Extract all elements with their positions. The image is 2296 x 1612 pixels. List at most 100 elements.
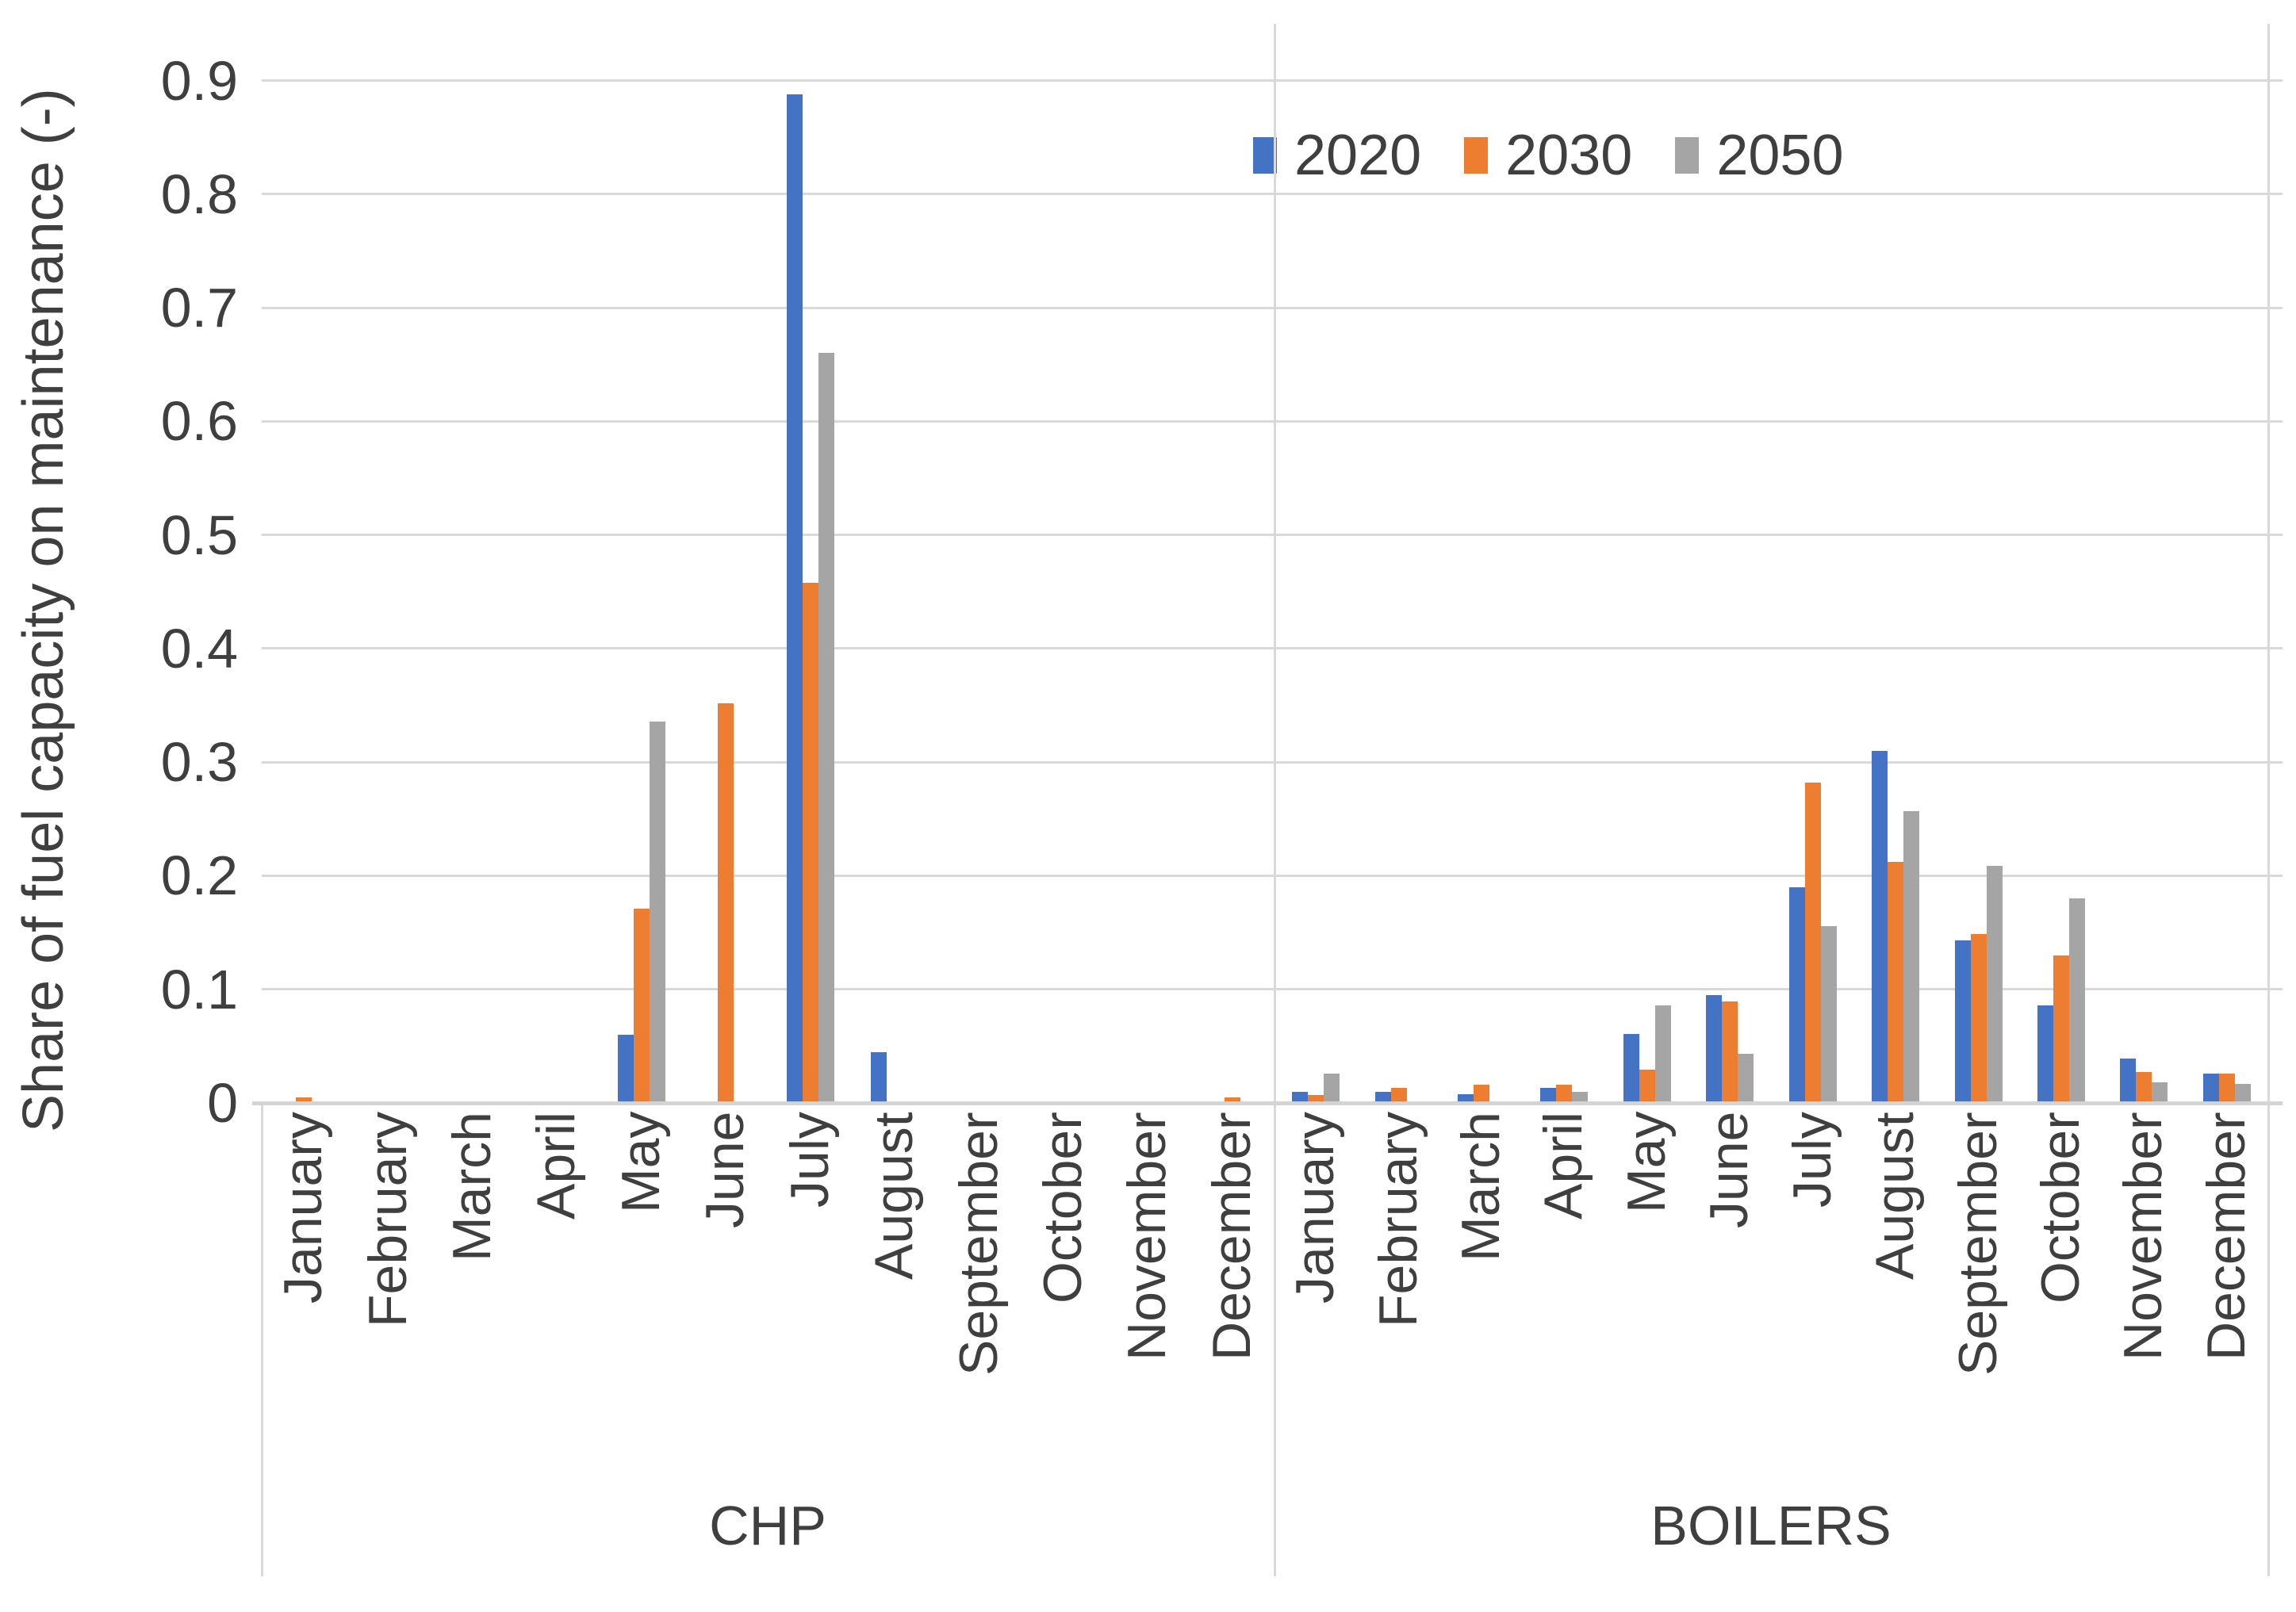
month-label-boilers-july: July <box>1781 1112 1842 1208</box>
bar-boilers-august-2050 <box>1903 810 1920 1103</box>
legend-swatch-2020-icon <box>1253 137 1277 174</box>
bar-boilers-april-2030 <box>1556 1085 1573 1103</box>
gridline-0.7 <box>262 306 2283 309</box>
bar-boilers-september-2030 <box>1970 933 1987 1103</box>
legend-swatch-2050-icon <box>1675 137 1700 174</box>
bar-boilers-august-2030 <box>1888 862 1904 1103</box>
frame-line-left <box>260 1103 263 1576</box>
month-label-boilers-june: June <box>1699 1112 1760 1229</box>
y-tick-label-0.7: 0.7 <box>160 277 238 339</box>
legend-item-2050: 2050 <box>1675 124 1844 187</box>
month-label-chp-october: October <box>1032 1112 1093 1304</box>
bar-boilers-november-2050 <box>2152 1082 2168 1103</box>
month-label-boilers-march: March <box>1451 1112 1512 1262</box>
month-label-boilers-may: May <box>1616 1112 1677 1214</box>
month-label-boilers-december: December <box>2195 1112 2256 1361</box>
bar-boilers-october-2020 <box>2037 1005 2053 1103</box>
bar-chp-july-2050 <box>818 353 834 1103</box>
bar-boilers-may-2050 <box>1654 1005 1671 1103</box>
bar-boilers-october-2050 <box>2068 898 2085 1103</box>
bar-boilers-may-2030 <box>1639 1070 1655 1103</box>
bar-chp-june-2030 <box>718 703 734 1103</box>
gridline-0.4 <box>262 647 2283 650</box>
frame-line-right <box>2267 24 2270 1576</box>
legend-item-2030: 2030 <box>1464 127 1632 184</box>
month-label-chp-november: November <box>1117 1112 1178 1361</box>
y-tick-label-0.2: 0.2 <box>160 844 238 907</box>
bar-boilers-november-2030 <box>2136 1072 2152 1103</box>
bar-boilers-february-2030 <box>1390 1088 1407 1103</box>
y-tick-label-0.1: 0.1 <box>160 958 238 1020</box>
y-tick-label-0.8: 0.8 <box>160 163 238 225</box>
bar-chp-may-2020 <box>617 1035 634 1103</box>
bar-boilers-january-2020 <box>1292 1091 1309 1103</box>
month-label-boilers-january: January <box>1285 1112 1346 1304</box>
bar-boilers-april-2050 <box>1572 1091 1589 1103</box>
legend-label-2020: 2020 <box>1294 124 1422 187</box>
legend-item-2020: 2020 <box>1253 127 1421 184</box>
month-label-chp-february: February <box>357 1112 418 1328</box>
bar-chp-july-2020 <box>786 94 803 1103</box>
month-label-chp-march: March <box>442 1112 503 1262</box>
month-label-chp-september: September <box>948 1112 1009 1376</box>
bar-chp-august-2020 <box>871 1051 887 1103</box>
month-label-boilers-november: November <box>2113 1112 2174 1361</box>
y-tick-label-0.4: 0.4 <box>160 617 238 680</box>
bar-boilers-september-2050 <box>1986 865 2003 1103</box>
legend-swatch-2030-icon <box>1464 137 1489 174</box>
gridline-0.1 <box>262 988 2283 991</box>
bar-boilers-october-2030 <box>2053 955 2069 1103</box>
gridline-0.6 <box>262 419 2283 423</box>
bar-boilers-december-2050 <box>2234 1083 2251 1103</box>
month-label-boilers-october: October <box>2030 1112 2091 1304</box>
bar-boilers-march-2020 <box>1458 1093 1474 1103</box>
group-label-boilers: BOILERS <box>1650 1495 1892 1556</box>
month-label-boilers-september: September <box>1947 1112 2008 1376</box>
gridline-0.5 <box>262 534 2283 537</box>
month-label-chp-august: August <box>864 1112 925 1280</box>
group-label-chp: CHP <box>709 1495 826 1556</box>
gridline-0.2 <box>262 874 2283 877</box>
y-axis-title: Share of fuel capacity on maintenance (-… <box>12 88 75 1133</box>
bar-boilers-march-2030 <box>1474 1085 1490 1103</box>
bar-boilers-july-2050 <box>1820 925 1837 1103</box>
month-label-chp-may: May <box>610 1112 671 1214</box>
bar-chp-july-2030 <box>802 582 818 1103</box>
y-tick-label-0.6: 0.6 <box>160 390 238 453</box>
bar-chp-may-2030 <box>633 909 650 1103</box>
gridline-0.3 <box>262 760 2283 764</box>
month-label-boilers-august: August <box>1865 1112 1926 1280</box>
legend-label-2050: 2050 <box>1716 124 1844 187</box>
bar-boilers-july-2030 <box>1804 782 1821 1103</box>
month-label-chp-april: April <box>526 1112 587 1220</box>
bar-boilers-january-2030 <box>1308 1094 1324 1103</box>
month-label-chp-january: January <box>273 1112 334 1304</box>
month-label-boilers-april: April <box>1533 1112 1594 1220</box>
bar-boilers-december-2020 <box>2202 1073 2219 1103</box>
bar-boilers-april-2020 <box>1540 1088 1557 1103</box>
bar-boilers-july-2020 <box>1788 886 1805 1103</box>
bar-chp-december-2030 <box>1224 1097 1240 1103</box>
bar-chp-may-2050 <box>649 721 665 1103</box>
gridline-0.8 <box>262 193 2283 196</box>
y-tick-label-0.5: 0.5 <box>160 504 238 566</box>
bar-boilers-june-2030 <box>1722 1001 1738 1103</box>
bar-boilers-may-2020 <box>1623 1033 1639 1103</box>
bar-boilers-january-2050 <box>1324 1073 1340 1103</box>
legend: 2020 2030 2050 <box>1253 127 1844 184</box>
y-tick-label-0: 0 <box>207 1072 238 1134</box>
y-tick-label-0.3: 0.3 <box>160 731 238 794</box>
bar-boilers-june-2050 <box>1738 1054 1754 1103</box>
month-label-boilers-february: February <box>1367 1112 1428 1328</box>
bar-boilers-november-2020 <box>2120 1059 2137 1103</box>
frame-line-divider <box>1273 24 1276 1576</box>
bar-boilers-june-2020 <box>1706 994 1723 1103</box>
month-label-chp-december: December <box>1201 1112 1262 1361</box>
month-label-chp-june: June <box>695 1112 756 1229</box>
bar-boilers-february-2020 <box>1374 1091 1391 1103</box>
x-axis-line <box>252 1101 2283 1105</box>
bar-boilers-december-2030 <box>2218 1073 2235 1103</box>
bar-boilers-august-2020 <box>1872 750 1888 1103</box>
y-tick-label-0.9: 0.9 <box>160 49 238 112</box>
